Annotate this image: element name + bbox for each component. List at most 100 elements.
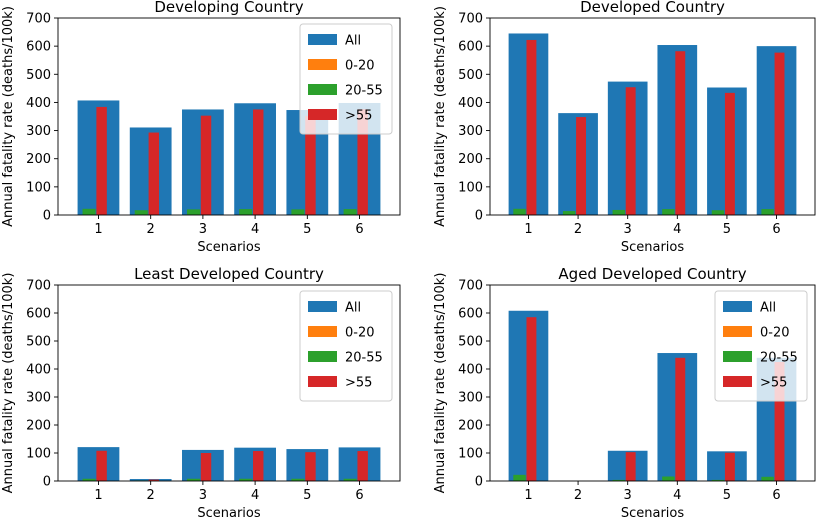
bar-20-55-scenario-4 xyxy=(239,478,253,481)
y-tick-label: 200 xyxy=(458,152,483,167)
bar--55-scenario-6 xyxy=(357,451,368,481)
x-tick-label: 6 xyxy=(355,222,363,237)
y-tick-label: 600 xyxy=(458,40,483,55)
x-axis-label: Scenarios xyxy=(621,240,685,255)
y-tick-label: 100 xyxy=(26,447,51,462)
x-axis-label: Scenarios xyxy=(197,506,261,521)
bar--55-scenario-5 xyxy=(305,115,316,215)
axes-frame xyxy=(489,17,816,216)
x-tick-label: 6 xyxy=(772,222,780,237)
x-tick-label: 2 xyxy=(147,222,155,237)
x-tick-label: 5 xyxy=(723,488,731,503)
bar--55-scenario-4 xyxy=(253,451,264,481)
chart-panel-2: 0 100 200 300 400 500 600 700 1 2 3 4 5 6 Developed Co… xyxy=(433,0,816,255)
series-all xyxy=(508,33,797,216)
bar--55-scenario-1 xyxy=(526,39,537,216)
legend-label: >55 xyxy=(345,376,372,391)
legend-swatch--55 xyxy=(308,376,337,387)
y-tick-label: 300 xyxy=(26,391,51,406)
bar-20-55-scenario-4 xyxy=(239,209,253,215)
y-tick-label: 200 xyxy=(26,419,51,434)
legend-label: All xyxy=(760,301,776,316)
y-tick-label: 200 xyxy=(26,152,51,167)
y-tick-label: 0 xyxy=(475,209,483,224)
y-axis-label: Annual fatality rate (deaths/100k) xyxy=(1,6,16,227)
bar-20-55-scenario-4 xyxy=(662,209,675,215)
bar--55-scenario-3 xyxy=(200,453,212,481)
legend-swatch-0-20 xyxy=(308,59,337,70)
x-tick-label: 5 xyxy=(723,222,731,237)
bar--55-scenario-3 xyxy=(625,87,636,215)
bar-20-55-scenario-2 xyxy=(562,211,576,215)
x-tick-label: 3 xyxy=(624,222,632,237)
series--55 xyxy=(96,450,368,481)
legend-label: >55 xyxy=(760,376,787,391)
y-tick-label: 200 xyxy=(458,419,483,434)
bar--55-scenario-2 xyxy=(148,479,160,481)
legend-swatch--55 xyxy=(723,376,752,387)
bar-20-55-scenario-5 xyxy=(291,209,305,215)
x-tick-label: 1 xyxy=(524,222,532,237)
legend-box xyxy=(299,23,393,135)
x-tick-label: 4 xyxy=(251,222,259,237)
y-tick-label: 700 xyxy=(26,12,51,27)
y-tick-label: 300 xyxy=(458,391,483,406)
x-tick-label: 6 xyxy=(355,488,363,503)
x-tick-label: 5 xyxy=(303,488,311,503)
y-tick-label: 700 xyxy=(458,279,483,294)
legend-label: All xyxy=(345,34,361,49)
y-axis-label: Annual fatality rate (deaths/100k) xyxy=(433,273,448,494)
y-tick-label: 400 xyxy=(458,363,483,378)
chart-title: Least Developed Country xyxy=(134,265,324,283)
legend-label: 0-20 xyxy=(760,326,790,341)
bar--55-scenario-1 xyxy=(96,106,107,215)
y-tick-label: 100 xyxy=(458,447,483,462)
x-tick-label: 3 xyxy=(199,222,207,237)
bar-20-55-scenario-5 xyxy=(711,210,725,215)
axes-frame xyxy=(489,284,816,482)
x-axis-label: Scenarios xyxy=(621,506,685,521)
chart-panel-4: 0 100 200 300 400 500 600 700 1 2 3 4 5 6 Aged Develop… xyxy=(433,265,816,521)
y-tick-label: 700 xyxy=(458,12,483,27)
chart-panel-3: 0 100 200 300 400 500 600 700 1 2 3 4 5 6 Least Develo… xyxy=(1,265,401,521)
y-axis-label: Annual fatality rate (deaths/100k) xyxy=(1,273,16,494)
x-tick-label: 2 xyxy=(147,488,155,503)
bar--55-scenario-5 xyxy=(305,452,316,481)
y-tick-label: 600 xyxy=(26,40,51,55)
x-tick-label: 3 xyxy=(624,488,632,503)
x-tick-label: 1 xyxy=(94,488,102,503)
chart-title: Developed Country xyxy=(580,0,725,16)
bar--55-scenario-3 xyxy=(625,452,636,481)
legend-swatch-all xyxy=(308,301,337,312)
y-tick-label: 700 xyxy=(26,279,51,294)
legend-box xyxy=(299,290,393,402)
legend: All 0-20 20-55 >55 xyxy=(299,23,393,135)
y-tick-label: 300 xyxy=(26,124,51,139)
bar-20-55-scenario-1 xyxy=(82,208,96,215)
series--55 xyxy=(96,106,368,215)
chart-title: Aged Developed Country xyxy=(558,265,746,283)
bar--55-scenario-1 xyxy=(526,317,537,481)
series--55 xyxy=(526,317,785,481)
series-20-55 xyxy=(513,208,774,215)
bar-20-55-scenario-2 xyxy=(134,210,148,215)
bar-20-55-scenario-1 xyxy=(513,208,526,215)
y-tick-label: 400 xyxy=(26,96,51,111)
bar--55-scenario-2 xyxy=(576,117,587,215)
bar-20-55-scenario-6 xyxy=(343,478,357,481)
bar-20-55-scenario-4 xyxy=(662,476,675,481)
y-tick-label: 0 xyxy=(43,209,51,224)
y-tick-label: 400 xyxy=(26,363,51,378)
axes-frame xyxy=(57,284,401,482)
bar--55-scenario-6 xyxy=(774,362,785,481)
bar-20-55-scenario-1 xyxy=(513,474,526,481)
bar--55-scenario-1 xyxy=(96,450,107,481)
legend-swatch-0-20 xyxy=(723,326,752,337)
bar--55-scenario-5 xyxy=(724,92,735,215)
bar-20-55-scenario-5 xyxy=(711,479,725,481)
x-tick-label: 5 xyxy=(303,222,311,237)
y-tick-label: 500 xyxy=(458,68,483,83)
bar-20-55-scenario-6 xyxy=(761,209,774,215)
legend-label: All xyxy=(345,301,361,316)
